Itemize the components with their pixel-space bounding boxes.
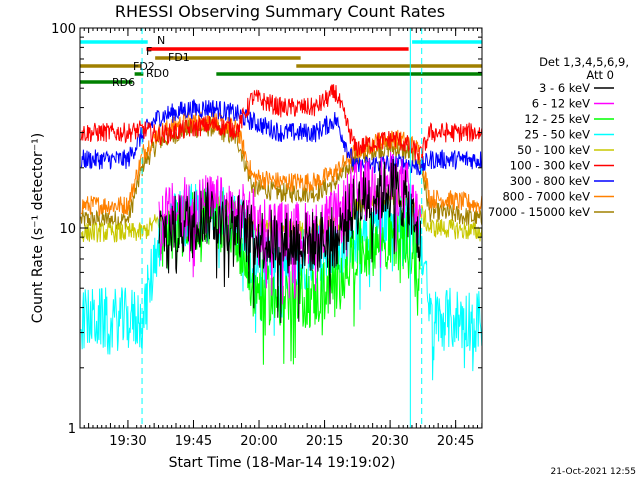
series-line-3-6-kev: [158, 158, 422, 324]
x-tick-label: 20:30: [371, 434, 408, 449]
legend-label: 25 - 50 keV: [524, 128, 590, 142]
x-tick-label: 20:45: [437, 434, 474, 449]
legend-label: 100 - 300 keV: [510, 159, 590, 173]
y-tick-label: 10: [59, 222, 76, 237]
legend-label: 6 - 12 keV: [532, 97, 590, 111]
state-label-n: N: [157, 34, 165, 47]
legend-label: 12 - 25 keV: [524, 112, 590, 126]
legend-label: 800 - 7000 keV: [502, 190, 590, 204]
x-tick-label: 20:00: [240, 434, 277, 449]
series-line-300-800-kev: [80, 99, 483, 177]
series-layer: [80, 84, 483, 381]
state-label-f: F: [146, 45, 152, 58]
x-tick-label: 19:45: [175, 434, 212, 449]
y-tick-label: 1: [68, 422, 76, 437]
state-label-rd0: RD0: [146, 67, 169, 80]
x-tick-label: 20:15: [306, 434, 343, 449]
axes: 19:30 19:45 20:00 20:15 20:30 20:45 1 10 100: [51, 22, 483, 449]
y-tick-label: 100: [51, 22, 76, 37]
x-tick-label: 19:30: [109, 434, 146, 449]
legend-label: 3 - 6 keV: [539, 81, 590, 95]
chart-title: RHESSI Observing Summary Count Rates: [115, 2, 445, 21]
legend-header: Det 1,3,4,5,6,9,: [539, 55, 629, 69]
state-label-fd2: FD2: [133, 60, 155, 73]
state-label-rd6: RD6: [112, 76, 135, 89]
x-axis-label: Start Time (18-Mar-14 19:19:02): [169, 455, 396, 471]
legend-header: Att 0: [586, 68, 614, 82]
y-axis-label: Count Rate (s⁻¹ detector⁻¹): [30, 133, 46, 323]
state-label-fd1: FD1: [168, 51, 190, 64]
legend-label: 7000 - 15000 keV: [488, 205, 590, 219]
series-line-100-300-kev: [80, 84, 483, 161]
legend-label: 50 - 100 keV: [517, 143, 590, 157]
legend-label: 300 - 800 keV: [510, 174, 590, 188]
legend: Det 1,3,4,5,6,9,Att 03 - 6 keV 6 - 12 keV…: [488, 55, 629, 219]
plot-timestamp: 21-Oct-2021 12:55: [551, 467, 636, 477]
